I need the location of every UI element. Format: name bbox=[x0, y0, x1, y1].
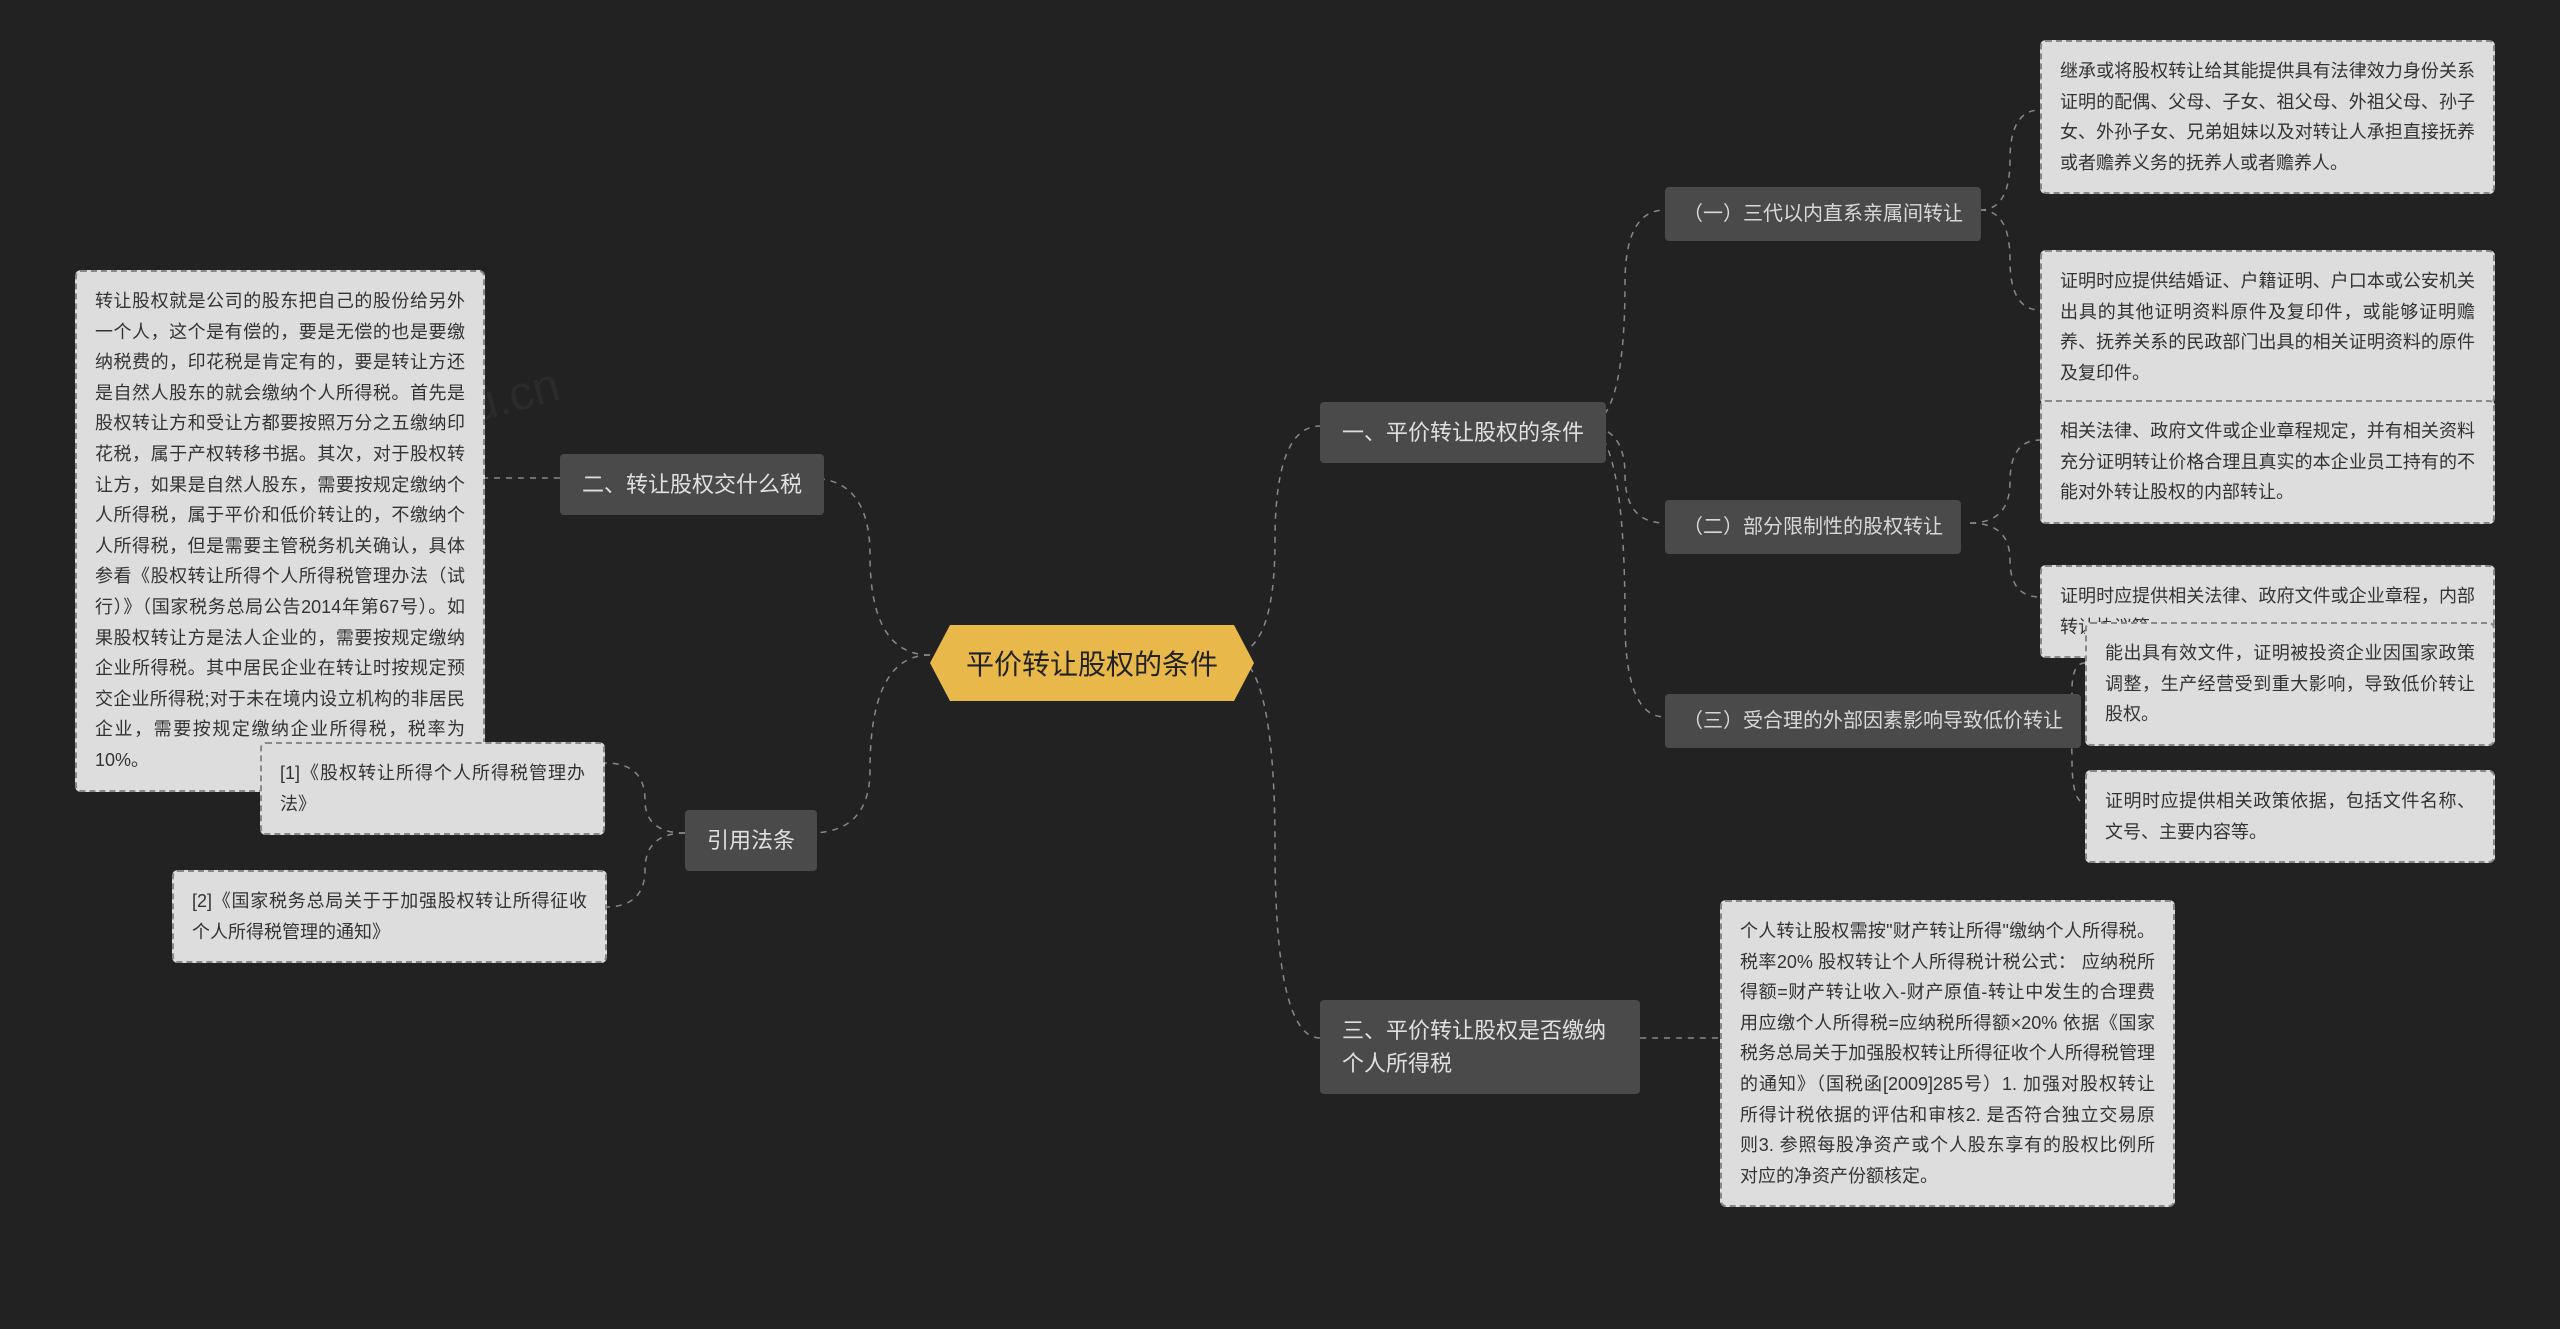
branch-condition[interactable]: 一、平价转让股权的条件 bbox=[1320, 402, 1606, 463]
branch-2-label: 二、转让股权交什么税 bbox=[582, 472, 802, 497]
leaf-ref-2: [2]《国家税务总局关于于加强股权转让所得征收个人所得税管理的通知》 bbox=[172, 870, 607, 963]
sub-2-label: （二）部分限制性的股权转让 bbox=[1683, 516, 1943, 538]
leaf-ref-1: [1]《股权转让所得个人所得税管理办法》 bbox=[260, 742, 605, 835]
leaf-b3-text: 个人转让股权需按"财产转让所得"缴纳个人所得税。税率20% 股权转让个人所得税计… bbox=[1740, 921, 2155, 1186]
leaf-relatives-1: 继承或将股权转让给其能提供具有法律效力身份关系证明的配偶、父母、子女、祖父母、外… bbox=[2040, 40, 2495, 194]
leaf-1-1-text: 继承或将股权转让给其能提供具有法律效力身份关系证明的配偶、父母、子女、祖父母、外… bbox=[2060, 61, 2475, 173]
center-title: 平价转让股权的条件 bbox=[966, 649, 1218, 680]
branch-4-label: 引用法条 bbox=[707, 828, 795, 853]
leaf-tax-personal: 个人转让股权需按"财产转让所得"缴纳个人所得税。税率20% 股权转让个人所得税计… bbox=[1720, 900, 2175, 1207]
branch-tax-personal[interactable]: 三、平价转让股权是否缴纳个人所得税 bbox=[1320, 1000, 1640, 1094]
center-node[interactable]: 平价转让股权的条件 bbox=[930, 625, 1254, 701]
leaf-relatives-2: 证明时应提供结婚证、户籍证明、户口本或公安机关出具的其他证明资料原件及复印件，或… bbox=[2040, 250, 2495, 404]
branch-reference[interactable]: 引用法条 bbox=[685, 810, 817, 871]
leaf-1-2-text: 证明时应提供结婚证、户籍证明、户口本或公安机关出具的其他证明资料原件及复印件，或… bbox=[2060, 271, 2475, 383]
leaf-b4-1-text: [1]《股权转让所得个人所得税管理办法》 bbox=[280, 763, 585, 814]
sub-relatives[interactable]: （一）三代以内直系亲属间转让 bbox=[1665, 187, 1981, 241]
branch-1-label: 一、平价转让股权的条件 bbox=[1342, 420, 1584, 445]
leaf-external-1: 能出具有效文件，证明被投资企业因国家政策调整，生产经营受到重大影响，导致低价转让… bbox=[2085, 622, 2495, 746]
leaf-b2-text: 转让股权就是公司的股东把自己的股份给另外一个人，这个是有偿的，要是无偿的也是要缴… bbox=[95, 291, 465, 770]
leaf-3-2-text: 证明时应提供相关政策依据，包括文件名称、文号、主要内容等。 bbox=[2105, 791, 2475, 842]
sub-external[interactable]: （三）受合理的外部因素影响导致低价转让 bbox=[1665, 694, 2081, 748]
sub-3-label: （三）受合理的外部因素影响导致低价转让 bbox=[1683, 710, 2063, 732]
sub-1-label: （一）三代以内直系亲属间转让 bbox=[1683, 203, 1963, 225]
leaf-3-1-text: 能出具有效文件，证明被投资企业因国家政策调整，生产经营受到重大影响，导致低价转让… bbox=[2105, 643, 2475, 724]
leaf-restricted-1: 相关法律、政府文件或企业章程规定，并有相关资料充分证明转让价格合理且真实的本企业… bbox=[2040, 400, 2495, 524]
sub-restricted[interactable]: （二）部分限制性的股权转让 bbox=[1665, 500, 1961, 554]
leaf-b4-2-text: [2]《国家税务总局关于于加强股权转让所得征收个人所得税管理的通知》 bbox=[192, 891, 587, 942]
branch-tax-what[interactable]: 二、转让股权交什么税 bbox=[560, 454, 824, 515]
leaf-external-2: 证明时应提供相关政策依据，包括文件名称、文号、主要内容等。 bbox=[2085, 770, 2495, 863]
branch-3-label: 三、平价转让股权是否缴纳个人所得税 bbox=[1342, 1018, 1606, 1076]
leaf-tax-what: 转让股权就是公司的股东把自己的股份给另外一个人，这个是有偿的，要是无偿的也是要缴… bbox=[75, 270, 485, 792]
leaf-2-1-text: 相关法律、政府文件或企业章程规定，并有相关资料充分证明转让价格合理且真实的本企业… bbox=[2060, 421, 2475, 502]
